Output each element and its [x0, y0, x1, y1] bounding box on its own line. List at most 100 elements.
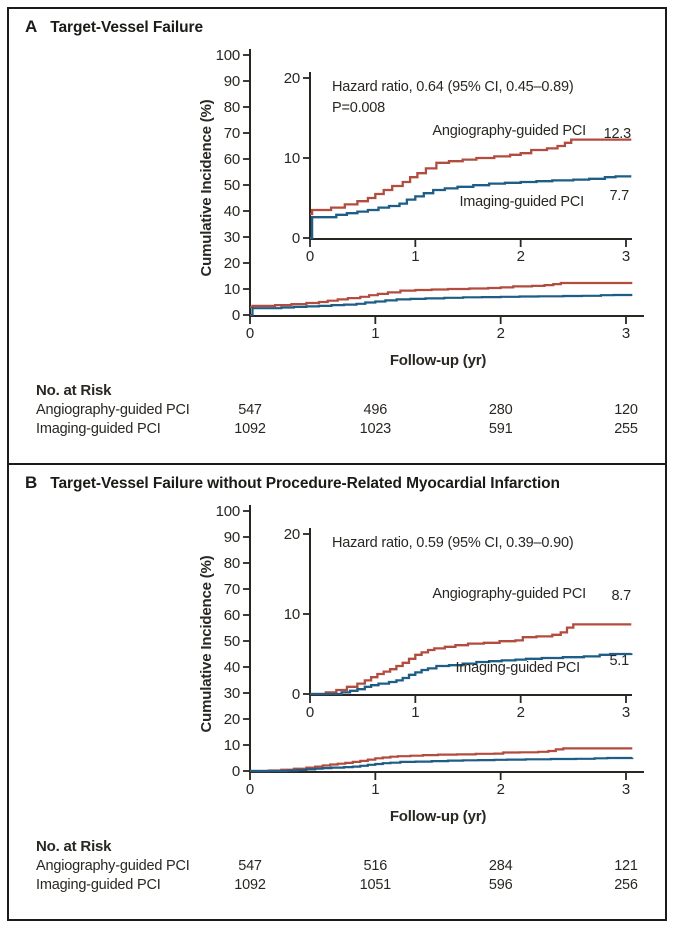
- x-axis-title: Follow-up (yr): [390, 352, 487, 369]
- inset-y-tick-label: 10: [284, 606, 300, 623]
- panel-a-letter: A: [25, 17, 38, 36]
- main-y-tick-label: 20: [224, 711, 240, 728]
- risk-value: 121: [614, 858, 638, 874]
- series-label-imaging: Imaging-guided PCI: [459, 194, 584, 210]
- main-series-line-angiography: [250, 281, 633, 309]
- inset-series-line-angiography: [310, 138, 632, 216]
- main-y-tick-label: 80: [224, 555, 240, 572]
- main-y-tick-label: 60: [224, 151, 240, 168]
- main-x-tick-label: 1: [371, 325, 379, 342]
- risk-row-label: Imaging-guided PCI: [36, 877, 161, 893]
- risk-value: 591: [489, 421, 513, 437]
- panel-b-title: Target-Vessel Failure without Procedure-…: [50, 475, 560, 493]
- inset-x-tick-label: 0: [306, 704, 314, 721]
- hazard-ratio-annotation: Hazard ratio, 0.64 (95% CI, 0.45–0.89): [332, 79, 573, 95]
- hazard-ratio-annotation: Hazard ratio, 0.59 (95% CI, 0.39–0.90): [332, 535, 573, 551]
- main-y-tick-label: 50: [224, 633, 240, 650]
- inset-x-tick-label: 2: [517, 248, 525, 265]
- main-y-tick-label: 90: [224, 529, 240, 546]
- panel-b-header: B Target-Vessel Failure without Procedure…: [9, 465, 665, 499]
- main-y-tick-label: 10: [224, 281, 240, 298]
- inset-y-tick-label: 0: [292, 230, 300, 247]
- main-x-tick-label: 3: [622, 781, 630, 798]
- panel-a: A Target-Vessel Failure 0 10 20 30 40 50 60 70 80…: [9, 9, 665, 463]
- main-series-line-imaging: [250, 293, 633, 317]
- main-y-tick-label: 100: [216, 503, 240, 520]
- figure-frame: A Target-Vessel Failure 0 10 20 30 40 50 60 70 80…: [7, 7, 667, 921]
- main-x-tick-label: 0: [246, 781, 254, 798]
- hazard-ratio-annotation: P=0.008: [332, 100, 385, 116]
- inset-x-tick-label: 3: [622, 704, 630, 721]
- risk-row-label: Angiography-guided PCI: [36, 402, 190, 418]
- main-y-tick-label: 80: [224, 99, 240, 116]
- risk-table-header: No. at Risk: [36, 382, 112, 399]
- main-series-line-imaging: [250, 757, 634, 773]
- inset-series-line-imaging: [310, 175, 632, 240]
- inset-x-tick-label: 2: [517, 704, 525, 721]
- main-y-tick-label: 40: [224, 659, 240, 676]
- series-label-angiography: Angiography-guided PCI: [432, 586, 586, 602]
- inset-x-tick-label: 3: [622, 248, 630, 265]
- y-axis-title: Cumulative Incidence (%): [198, 99, 215, 276]
- risk-value: 284: [489, 858, 513, 874]
- series-label-imaging: Imaging-guided PCI: [455, 660, 580, 676]
- inset-y-tick-label: 20: [284, 70, 300, 87]
- panel-b: B Target-Vessel Failure without Procedure…: [9, 465, 665, 919]
- risk-value: 596: [489, 877, 513, 893]
- risk-value: 255: [614, 421, 638, 437]
- main-y-tick-label: 70: [224, 581, 240, 598]
- main-y-tick-label: 40: [224, 203, 240, 220]
- inset-series-line-angiography: [310, 623, 632, 696]
- inset-x-tick-label: 1: [411, 248, 419, 265]
- y-axis-title: Cumulative Incidence (%): [198, 556, 215, 733]
- risk-value: 256: [614, 877, 638, 893]
- main-y-tick-label: 30: [224, 685, 240, 702]
- risk-value: 496: [364, 402, 388, 418]
- risk-value: 280: [489, 402, 513, 418]
- inset-y-tick-label: 20: [284, 526, 300, 543]
- risk-value: 516: [364, 858, 388, 874]
- risk-value: 1051: [360, 877, 392, 893]
- risk-row-label: Angiography-guided PCI: [36, 858, 190, 874]
- series-end-value-angiography: 8.7: [611, 588, 631, 604]
- main-y-tick-label: 0: [232, 763, 240, 780]
- main-series-line-angiography: [250, 747, 633, 773]
- panel-divider: [9, 462, 665, 466]
- panel-a-title: Target-Vessel Failure: [50, 19, 203, 36]
- x-axis-title: Follow-up (yr): [390, 808, 487, 825]
- main-y-tick-label: 30: [224, 229, 240, 246]
- inset-y-tick-label: 10: [284, 150, 300, 167]
- main-x-tick-label: 1: [371, 781, 379, 798]
- risk-value: 547: [238, 858, 262, 874]
- series-end-value-imaging: 7.7: [609, 188, 629, 204]
- inset-x-tick-label: 1: [411, 704, 419, 721]
- risk-value: 1023: [360, 421, 392, 437]
- risk-value: 547: [238, 402, 262, 418]
- main-y-tick-label: 10: [224, 737, 240, 754]
- main-y-tick-label: 60: [224, 607, 240, 624]
- risk-value: 1092: [234, 421, 266, 437]
- series-end-value-imaging: 5.1: [609, 653, 629, 669]
- main-y-tick-label: 100: [216, 47, 240, 64]
- main-x-tick-label: 3: [622, 325, 630, 342]
- main-y-tick-label: 0: [232, 307, 240, 324]
- main-x-tick-label: 2: [497, 325, 505, 342]
- inset-series-line-imaging: [310, 653, 633, 696]
- panel-b-letter: B: [25, 473, 38, 493]
- risk-value: 120: [614, 402, 638, 418]
- inset-x-tick-label: 0: [306, 248, 314, 265]
- main-y-tick-label: 20: [224, 255, 240, 272]
- panel-a-header: A Target-Vessel Failure: [9, 9, 665, 43]
- risk-value: 1092: [234, 877, 266, 893]
- main-y-tick-label: 50: [224, 177, 240, 194]
- main-x-tick-label: 2: [497, 781, 505, 798]
- main-y-tick-label: 90: [224, 73, 240, 90]
- risk-row-label: Imaging-guided PCI: [36, 421, 161, 437]
- inset-y-tick-label: 0: [292, 686, 300, 703]
- series-end-value-angiography: 12.3: [604, 126, 632, 142]
- series-label-angiography: Angiography-guided PCI: [432, 123, 586, 139]
- main-x-tick-label: 0: [246, 325, 254, 342]
